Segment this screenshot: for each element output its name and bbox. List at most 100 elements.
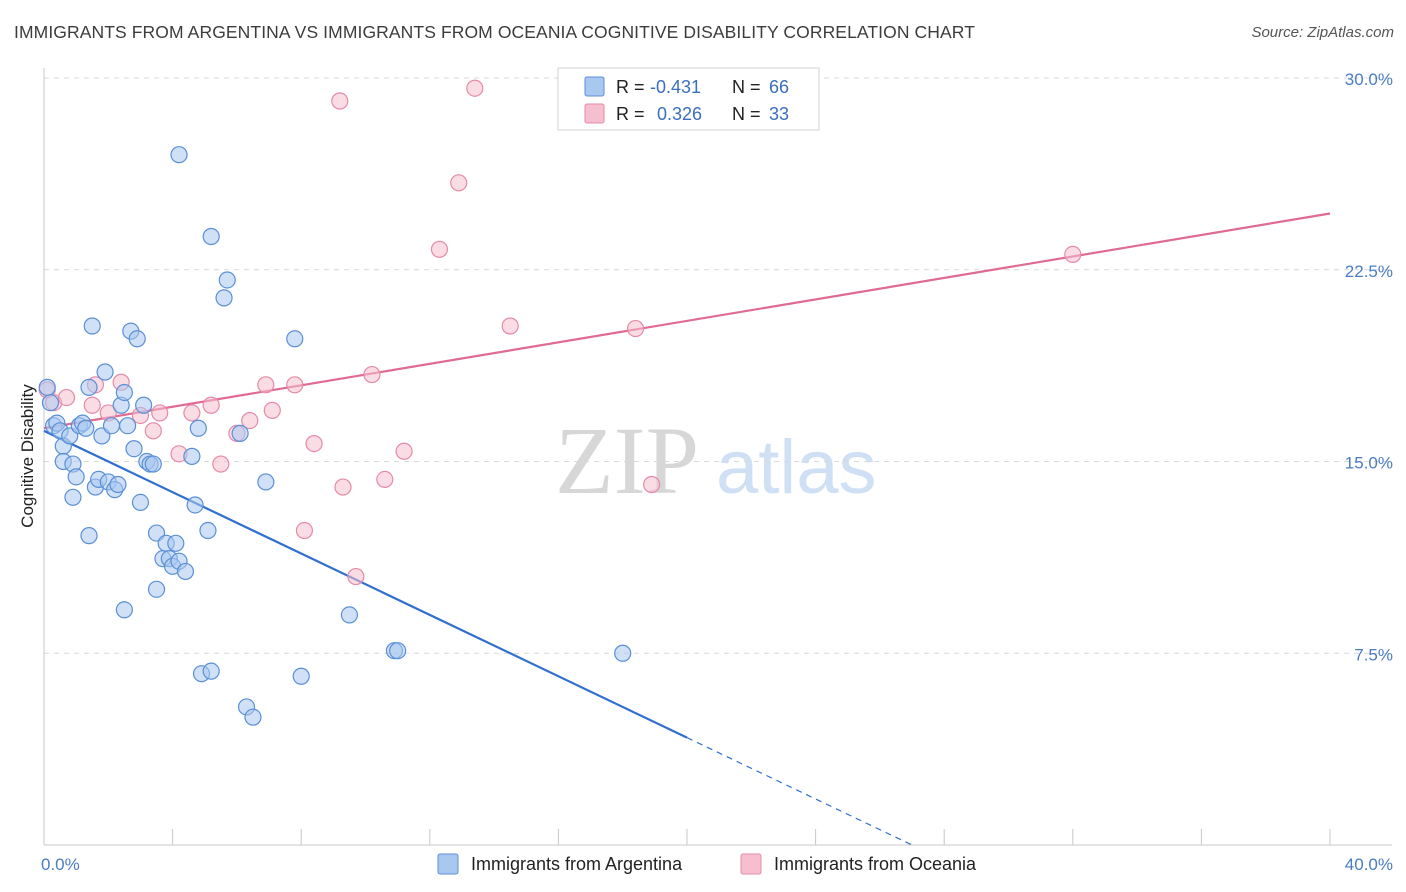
- oceania-point-12: [202, 396, 220, 414]
- argentina-point-55: [218, 271, 236, 289]
- oceania-point-8: [144, 422, 162, 440]
- argentina-point-62: [340, 606, 359, 624]
- trend-line-argentina-extension: [686, 737, 913, 846]
- oceania-point-22: [334, 478, 352, 496]
- oceania-point-27: [430, 240, 449, 258]
- oceania-point-17: [263, 401, 281, 419]
- axis-ticks: 7.5% 15.0% 22.5% 30.0% 0.0% 40.0%: [41, 70, 1393, 874]
- oceania-point-9: [151, 404, 169, 422]
- x-tick-label-0: 0.0%: [41, 855, 80, 874]
- oceania-point-23: [347, 567, 365, 586]
- argentina-point-22: [102, 417, 121, 435]
- bottom-legend-swatch-pink: [740, 853, 762, 875]
- argentina-point-49: [189, 419, 207, 437]
- argentina-point-10: [67, 468, 85, 486]
- legend-r-value-1: -0.431: [650, 77, 701, 97]
- legend-r-label-1: R =: [616, 77, 645, 97]
- grid-lines: [44, 77, 1392, 654]
- argentina-point-47: [183, 447, 201, 465]
- oceania-point-16: [257, 376, 275, 394]
- argentina-point-64: [389, 642, 407, 660]
- argentina-point-13: [77, 419, 95, 437]
- legend-bottom: Immigrants from Argentina Immigrants fro…: [437, 853, 977, 875]
- trend-line-oceania: [43, 212, 1331, 430]
- data-points: [38, 79, 1082, 726]
- argentina-point-32: [131, 493, 150, 512]
- legend-swatch-pink: [584, 103, 605, 124]
- y-tick-label-2: 22.5%: [1345, 262, 1393, 281]
- oceania-point-31: [626, 319, 645, 338]
- argentina-point-59: [257, 473, 275, 491]
- oceania-point-29: [466, 79, 484, 97]
- argentina-point-30: [125, 440, 143, 458]
- argentina-point-52: [202, 662, 220, 680]
- oceania-point-15: [241, 411, 259, 430]
- argentina-point-54: [215, 289, 233, 307]
- argentina-point-24: [109, 475, 127, 494]
- argentina-point-31: [128, 330, 146, 348]
- argentina-point-43: [167, 534, 185, 552]
- argentina-point-28: [118, 417, 137, 435]
- trend-lines: [43, 212, 1331, 846]
- oceania-point-3: [83, 396, 101, 414]
- oceania-point-25: [376, 470, 394, 488]
- oceania-point-28: [450, 174, 468, 192]
- legend-top: R = -0.431 N = 66 R = 0.326 N = 33: [557, 67, 820, 131]
- argentina-point-0: [38, 378, 56, 396]
- chart-source: Source: ZipAtlas.com: [1251, 24, 1394, 41]
- y-axis-label: Cognitive Disability: [18, 384, 37, 528]
- chart-title: IMMIGRANTS FROM ARGENTINA VS IMMIGRANTS …: [14, 22, 976, 42]
- oceania-point-18: [286, 376, 304, 394]
- argentina-point-58: [244, 708, 262, 726]
- argentina-point-26: [115, 383, 133, 402]
- legend-n-label-2: N =: [732, 104, 761, 124]
- argentina-point-14: [80, 527, 98, 545]
- argentina-point-51: [199, 521, 217, 540]
- legend-swatch-blue: [584, 76, 605, 97]
- oceania-point-19: [295, 521, 314, 540]
- argentina-point-65: [614, 644, 632, 662]
- oceania-point-11: [183, 404, 201, 422]
- legend-n-label-1: N =: [732, 77, 761, 97]
- legend-n-value-2: 33: [769, 104, 789, 124]
- bottom-legend-label-oceania: Immigrants from Oceania: [774, 854, 977, 874]
- oceania-point-21: [331, 92, 349, 110]
- argentina-point-46: [176, 562, 195, 581]
- argentina-point-8: [64, 488, 82, 506]
- y-tick-label-1: 15.0%: [1345, 454, 1393, 473]
- argentina-point-61: [292, 667, 310, 685]
- x-tick-label-1: 40.0%: [1345, 855, 1393, 874]
- argentina-point-56: [231, 424, 249, 442]
- argentina-point-53: [202, 227, 220, 246]
- y-tick-label-3: 30.0%: [1345, 70, 1393, 89]
- axes: [43, 68, 1392, 846]
- argentina-point-60: [286, 330, 304, 348]
- argentina-point-1: [41, 394, 60, 412]
- watermark-atlas: atlas: [716, 425, 877, 510]
- argentina-point-36: [144, 455, 162, 473]
- argentina-point-27: [115, 601, 133, 619]
- argentina-point-33: [135, 396, 153, 414]
- bottom-legend-label-argentina: Immigrants from Argentina: [471, 854, 683, 874]
- argentina-point-20: [96, 363, 114, 381]
- argentina-point-48: [186, 496, 204, 514]
- bottom-legend-swatch-blue: [437, 853, 459, 875]
- legend-n-value-1: 66: [769, 77, 789, 97]
- legend-r-value-2: 0.326: [657, 104, 702, 124]
- oceania-point-20: [305, 435, 323, 453]
- trend-line-argentina: [43, 429, 688, 739]
- argentina-point-45: [170, 146, 188, 164]
- y-tick-label-0: 7.5%: [1354, 645, 1393, 664]
- argentina-point-16: [83, 317, 101, 335]
- legend-r-label-2: R =: [616, 104, 645, 124]
- oceania-point-2: [57, 388, 76, 407]
- oceania-point-32: [643, 475, 661, 494]
- watermark-zip: ZIP: [555, 407, 699, 514]
- argentina-point-37: [147, 580, 166, 598]
- oceania-point-24: [363, 365, 381, 384]
- argentina-point-15: [80, 378, 98, 396]
- oceania-point-30: [501, 317, 519, 335]
- oceania-point-26: [395, 442, 413, 460]
- oceania-point-13: [212, 455, 230, 473]
